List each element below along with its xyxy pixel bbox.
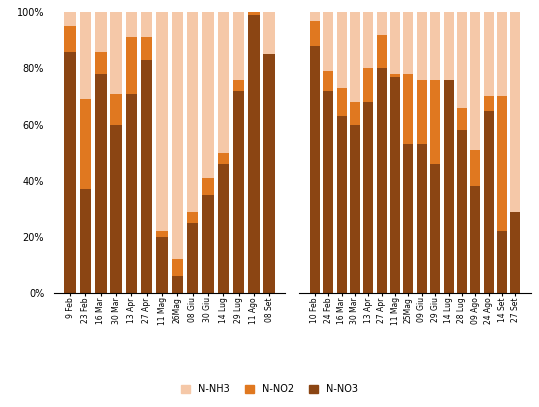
Bar: [363, 102, 374, 293]
Bar: [417, 12, 427, 80]
Bar: [310, 12, 320, 21]
Bar: [110, 94, 122, 125]
Bar: [80, 12, 91, 99]
Bar: [264, 12, 275, 55]
Bar: [95, 52, 107, 74]
Bar: [310, 21, 320, 46]
Bar: [171, 12, 183, 259]
Bar: [65, 52, 76, 293]
Bar: [497, 231, 507, 293]
Bar: [202, 195, 213, 293]
Bar: [65, 26, 76, 52]
Bar: [156, 12, 168, 231]
Bar: [470, 12, 480, 150]
Bar: [141, 60, 153, 293]
Bar: [187, 12, 198, 212]
Bar: [171, 276, 183, 293]
Bar: [457, 12, 467, 108]
Bar: [95, 74, 107, 293]
Bar: [233, 91, 244, 293]
Bar: [470, 186, 480, 293]
Legend: N-NH3, N-NO2, N-NO3: N-NH3, N-NO2, N-NO3: [177, 380, 362, 398]
Bar: [233, 80, 244, 91]
Bar: [510, 12, 520, 212]
Bar: [430, 164, 440, 293]
Bar: [350, 12, 360, 102]
Bar: [156, 231, 168, 237]
Bar: [350, 125, 360, 293]
Bar: [510, 212, 520, 293]
Bar: [323, 12, 333, 71]
Bar: [248, 15, 260, 293]
Bar: [218, 153, 229, 164]
Bar: [444, 80, 453, 293]
Bar: [403, 144, 413, 293]
Bar: [390, 74, 400, 77]
Bar: [110, 125, 122, 293]
Bar: [390, 12, 400, 74]
Bar: [233, 12, 244, 80]
Bar: [444, 12, 453, 80]
Bar: [202, 178, 213, 195]
Bar: [497, 96, 507, 231]
Bar: [323, 71, 333, 91]
Bar: [377, 35, 387, 68]
Bar: [202, 12, 213, 178]
Bar: [126, 94, 137, 293]
Bar: [390, 77, 400, 293]
Bar: [65, 12, 76, 26]
Bar: [483, 111, 494, 293]
Bar: [457, 108, 467, 130]
Bar: [457, 130, 467, 293]
Bar: [218, 12, 229, 153]
Bar: [497, 12, 507, 96]
Bar: [218, 164, 229, 293]
Bar: [141, 12, 153, 37]
Bar: [470, 150, 480, 186]
Bar: [126, 12, 137, 37]
Bar: [310, 46, 320, 293]
Bar: [141, 37, 153, 60]
Bar: [403, 74, 413, 144]
Bar: [483, 96, 494, 111]
Bar: [80, 99, 91, 189]
Bar: [187, 223, 198, 293]
Bar: [403, 12, 413, 74]
Bar: [126, 37, 137, 94]
Bar: [377, 12, 387, 35]
Bar: [363, 12, 374, 68]
Bar: [171, 259, 183, 276]
Bar: [483, 12, 494, 96]
Bar: [80, 189, 91, 293]
Bar: [187, 212, 198, 223]
Bar: [156, 237, 168, 293]
Bar: [350, 102, 360, 125]
Bar: [110, 12, 122, 94]
Bar: [430, 12, 440, 80]
Bar: [95, 12, 107, 52]
Bar: [417, 80, 427, 144]
Bar: [323, 91, 333, 293]
Bar: [264, 55, 275, 293]
Bar: [337, 116, 347, 293]
Bar: [248, 12, 260, 15]
Bar: [363, 68, 374, 102]
Bar: [430, 80, 440, 164]
Bar: [377, 68, 387, 293]
Bar: [337, 12, 347, 88]
Bar: [417, 144, 427, 293]
Bar: [337, 88, 347, 116]
